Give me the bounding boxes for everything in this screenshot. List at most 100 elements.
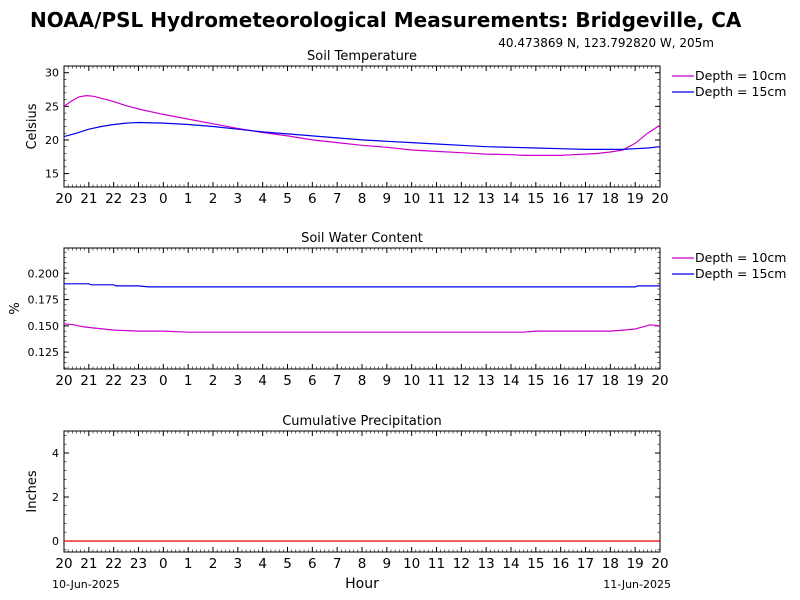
soil-water-content-legend-label-depth-10cm: Depth = 10cm	[695, 250, 786, 265]
soil-water-content-x-tick-label: 11	[428, 373, 445, 389]
start-date: 10-Jun-2025	[52, 578, 120, 591]
soil-water-content-x-tick-label: 7	[333, 373, 342, 389]
soil-water-content-x-tick-label: 17	[577, 373, 594, 389]
cumulative-precipitation-x-tick-label: 21	[80, 556, 97, 572]
soil-temperature-x-tick-label: 12	[453, 191, 470, 207]
cumulative-precipitation-x-tick-label: 17	[577, 556, 594, 572]
soil-water-content-x-tick-label: 1	[184, 373, 193, 389]
cumulative-precipitation-y-axis-label: Inches	[25, 470, 40, 512]
soil-water-content-x-tick-label: 20	[55, 373, 72, 389]
soil-temperature-x-tick-label: 18	[602, 191, 619, 207]
soil-temperature-series-depth-15cm	[64, 121, 660, 150]
soil-water-content-x-tick-label: 8	[358, 373, 367, 389]
cumulative-precipitation-x-tick-label: 7	[333, 556, 342, 572]
soil-temperature-x-tick-label: 14	[502, 191, 519, 207]
cumulative-precipitation-x-tick-label: 20	[55, 556, 72, 572]
page-title: NOAA/PSL Hydrometeorological Measurement…	[30, 8, 742, 32]
cumulative-precipitation-x-tick-label: 20	[651, 556, 668, 572]
soil-temperature-x-tick-label: 8	[358, 191, 367, 207]
cumulative-precipitation-x-tick-label: 11	[428, 556, 445, 572]
soil-water-content-x-tick-label: 6	[308, 373, 317, 389]
soil-water-content-series-depth-15cm	[64, 283, 660, 288]
cumulative-precipitation-y-tick-label: 0	[52, 535, 59, 548]
soil-temperature-x-tick-label: 2	[209, 191, 218, 207]
x-axis-label: Hour	[345, 576, 379, 592]
soil-temperature-x-tick-label: 11	[428, 191, 445, 207]
cumulative-precipitation-title: Cumulative Precipitation	[282, 414, 442, 429]
cumulative-precipitation-x-tick-label: 19	[627, 556, 644, 572]
soil-temperature-x-tick-label: 19	[627, 191, 644, 207]
soil-water-content-x-tick-label: 21	[80, 373, 97, 389]
soil-water-content-y-tick-label: 0.150	[28, 320, 60, 333]
station-location: 40.473869 N, 123.792820 W, 205m	[498, 36, 714, 50]
soil-water-content-y-axis-label: %	[8, 302, 23, 314]
cumulative-precipitation-x-tick-label: 15	[527, 556, 544, 572]
cumulative-precipitation-y-tick-label: 4	[52, 447, 59, 460]
cumulative-precipitation-x-tick-label: 1	[184, 556, 193, 572]
soil-water-content-x-tick-label: 10	[403, 373, 420, 389]
cumulative-precipitation-x-tick-label: 8	[358, 556, 367, 572]
soil-temperature-x-tick-label: 3	[234, 191, 243, 207]
cumulative-precipitation-y-tick-label: 2	[52, 491, 59, 504]
soil-temperature-y-axis-label: Celsius	[25, 103, 40, 149]
soil-water-content-panel: Soil Water Content%20 21 22 23 0 1 2 3 4 5 6 7 8 9 10 1…	[8, 231, 786, 389]
soil-temperature-x-tick-label: 20	[55, 191, 72, 207]
soil-temperature-series-depth-10cm	[64, 94, 660, 156]
soil-water-content-y-tick-label: 0.200	[28, 267, 60, 280]
soil-temperature-y-tick-label: 15	[45, 168, 59, 181]
soil-temperature-x-tick-label: 5	[283, 191, 292, 207]
soil-water-content-x-tick-label: 9	[383, 373, 392, 389]
soil-temperature-x-tick-label: 4	[258, 191, 267, 207]
soil-temperature-x-tick-label: 9	[383, 191, 392, 207]
cumulative-precipitation-x-tick-label: 0	[159, 556, 168, 572]
soil-water-content-y-tick-label: 0.175	[28, 294, 60, 307]
soil-water-content-series-depth-10cm	[64, 323, 660, 333]
soil-water-content-x-tick-label: 16	[552, 373, 569, 389]
cumulative-precipitation-x-tick-label: 5	[283, 556, 292, 572]
cumulative-precipitation-x-tick-label: 10	[403, 556, 420, 572]
cumulative-precipitation-x-tick-label: 6	[308, 556, 317, 572]
soil-water-content-x-tick-label: 14	[502, 373, 519, 389]
soil-water-content-x-tick-label: 13	[478, 373, 495, 389]
soil-water-content-legend-label-depth-15cm: Depth = 15cm	[695, 266, 786, 281]
soil-water-content-x-tick-label: 4	[258, 373, 267, 389]
soil-temperature-x-tick-label: 17	[577, 191, 594, 207]
soil-water-content-x-tick-label: 20	[651, 373, 668, 389]
soil-water-content-x-tick-label: 0	[159, 373, 168, 389]
soil-temperature-x-tick-label: 20	[651, 191, 668, 207]
cumulative-precipitation-x-tick-label: 13	[478, 556, 495, 572]
soil-temperature-x-tick-label: 13	[478, 191, 495, 207]
cumulative-precipitation-x-tick-label: 14	[502, 556, 519, 572]
soil-temperature-x-tick-label: 1	[184, 191, 193, 207]
soil-temperature-x-tick-label: 10	[403, 191, 420, 207]
soil-water-content-title: Soil Water Content	[301, 231, 423, 246]
soil-water-content-x-tick-label: 15	[527, 373, 544, 389]
soil-temperature-y-tick-label: 20	[45, 134, 59, 147]
soil-temperature-x-tick-label: 7	[333, 191, 342, 207]
soil-water-content-y-tick-label: 0.125	[28, 346, 60, 359]
soil-temperature-y-tick-label: 30	[45, 67, 59, 80]
cumulative-precipitation-x-tick-label: 4	[258, 556, 267, 572]
cumulative-precipitation-x-tick-label: 9	[383, 556, 392, 572]
soil-water-content-x-tick-label: 19	[627, 373, 644, 389]
cumulative-precipitation-x-tick-label: 23	[130, 556, 147, 572]
soil-temperature-x-tick-label: 16	[552, 191, 569, 207]
soil-temperature-title: Soil Temperature	[307, 49, 417, 64]
soil-water-content-x-tick-label: 23	[130, 373, 147, 389]
cumulative-precipitation-x-tick-label: 12	[453, 556, 470, 572]
soil-temperature-x-tick-label: 6	[308, 191, 317, 207]
cumulative-precipitation-x-tick-label: 2	[209, 556, 218, 572]
soil-temperature-x-tick-label: 23	[130, 191, 147, 207]
soil-water-content-x-tick-label: 2	[209, 373, 218, 389]
soil-water-content-plot-frame	[63, 247, 661, 370]
end-date: 11-Jun-2025	[603, 578, 671, 591]
cumulative-precipitation-x-tick-label: 22	[105, 556, 122, 572]
soil-temperature-x-tick-label: 22	[105, 191, 122, 207]
soil-temperature-x-tick-label: 15	[527, 191, 544, 207]
soil-temperature-x-tick-label: 0	[159, 191, 168, 207]
soil-water-content-x-tick-label: 12	[453, 373, 470, 389]
